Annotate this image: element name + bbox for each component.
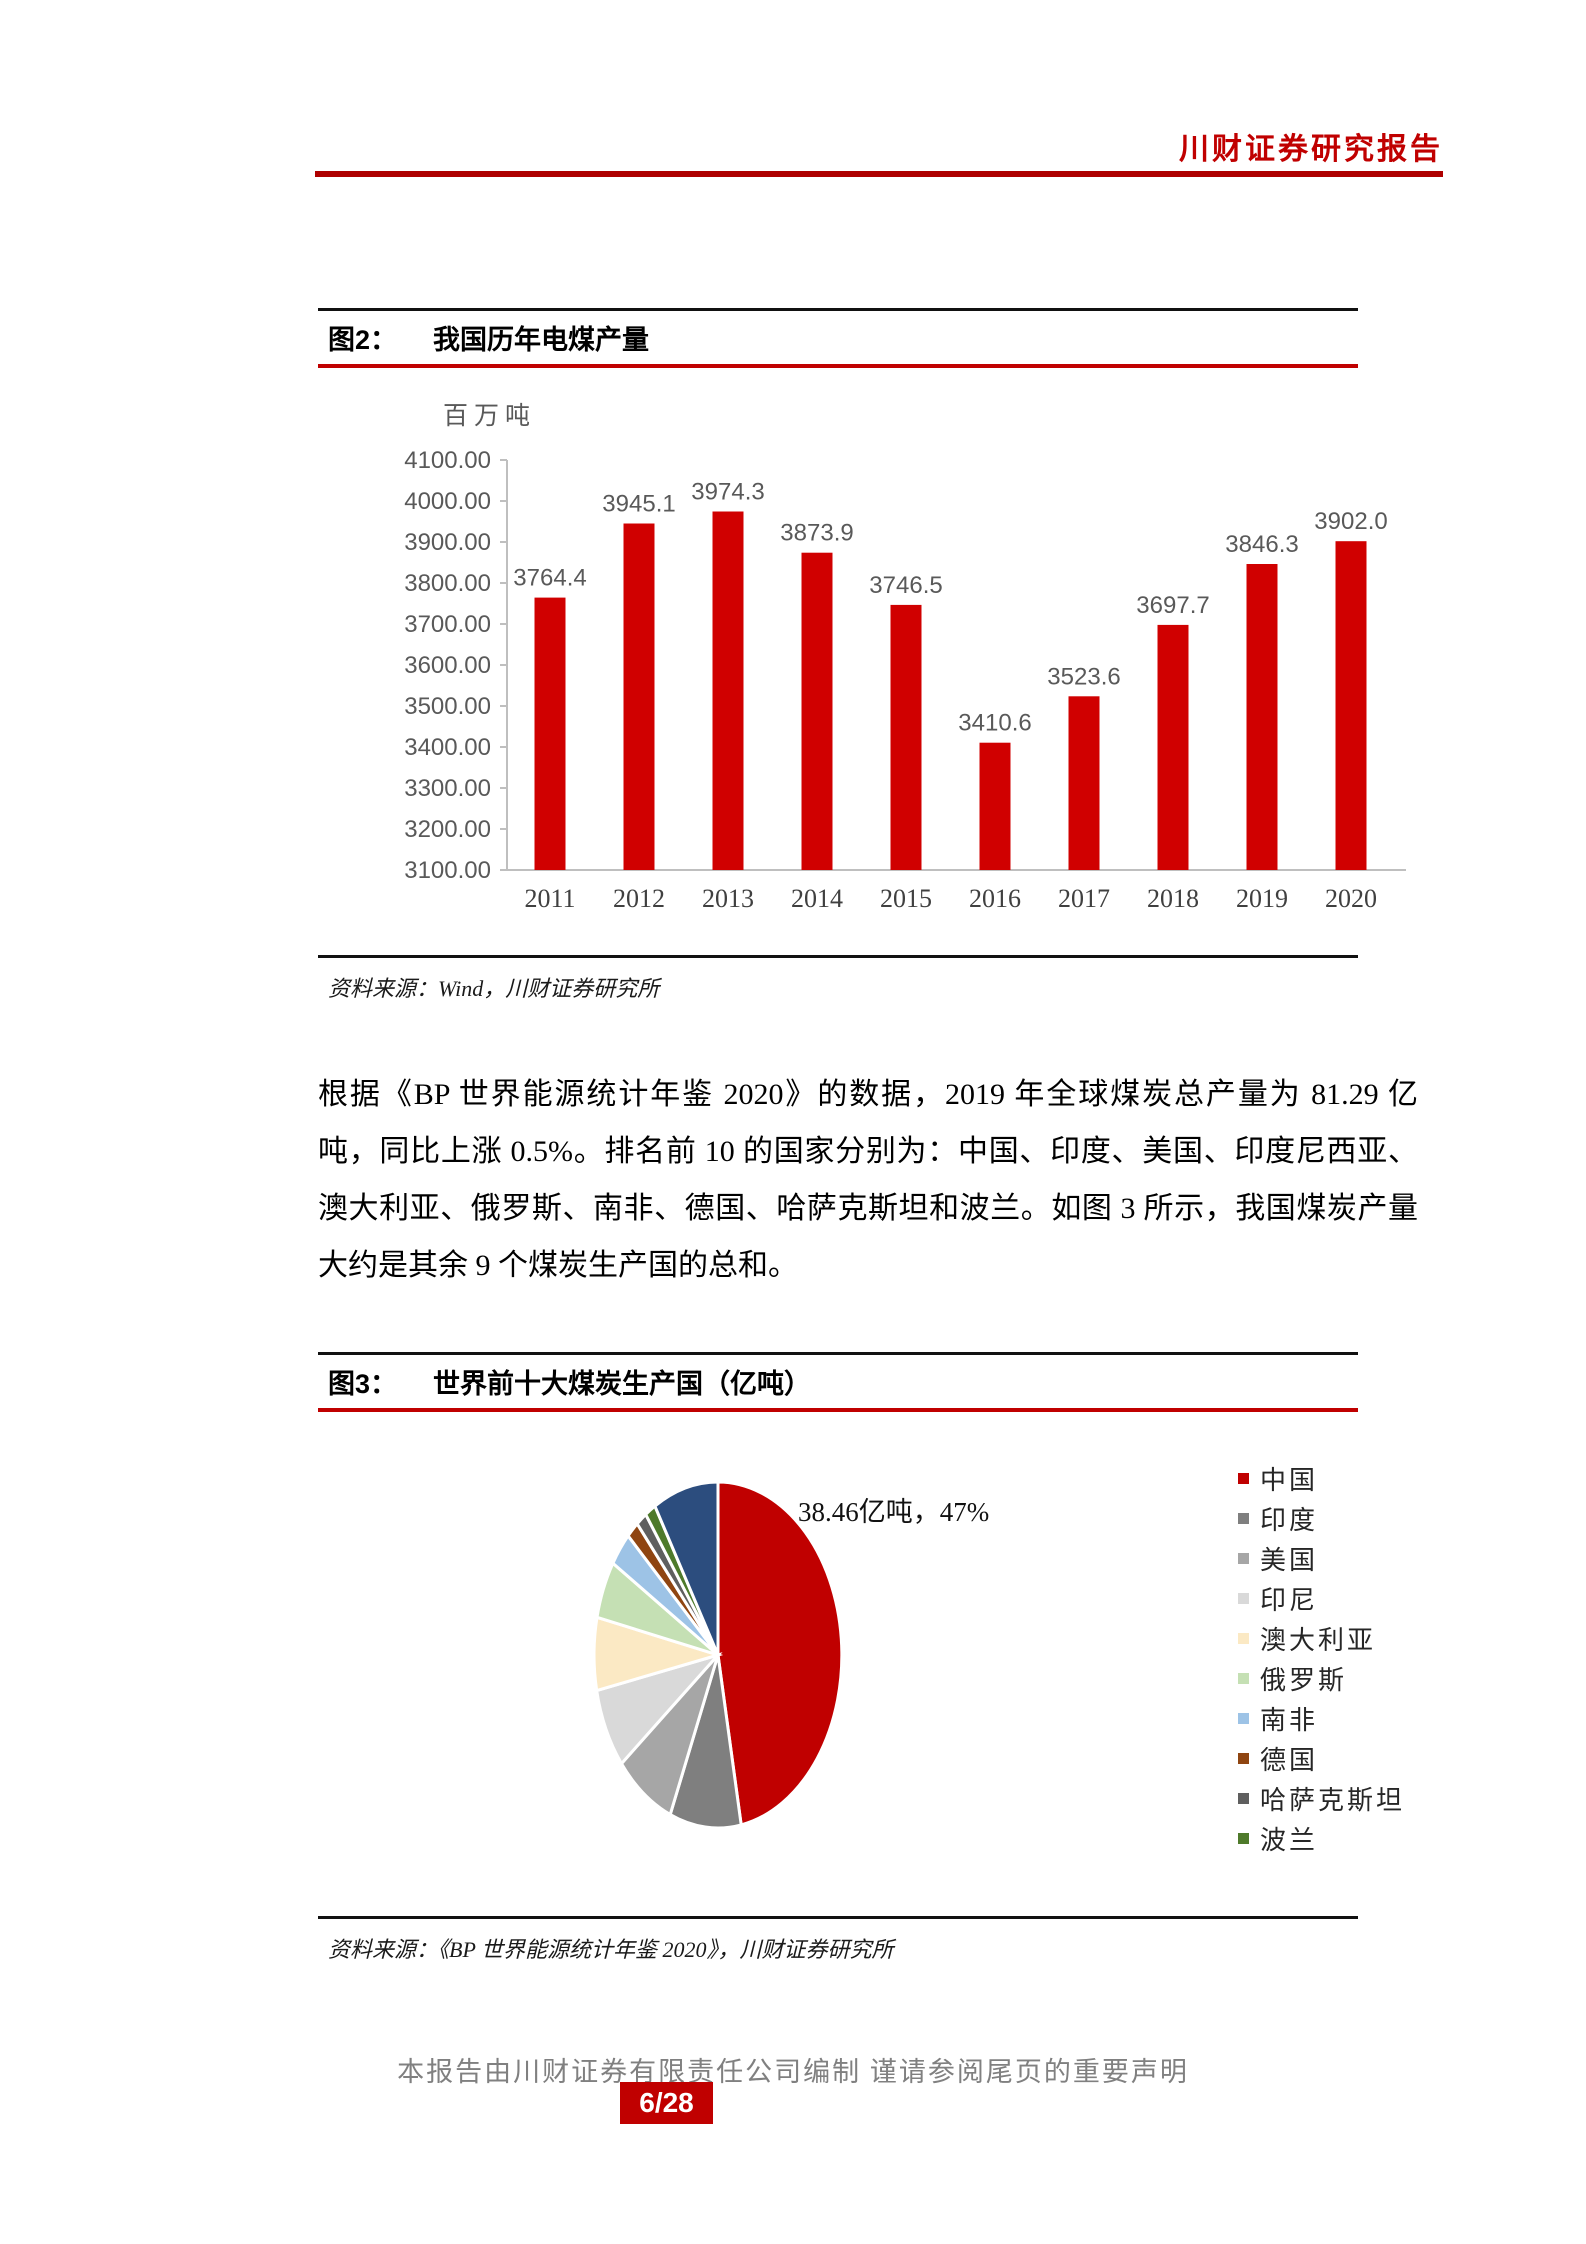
pie-slice-中国	[716, 1480, 844, 1827]
svg-text:3400.00: 3400.00	[404, 734, 491, 761]
bar-2011	[534, 597, 566, 870]
legend-swatch-icon	[1238, 1712, 1249, 1724]
svg-text:4000.00: 4000.00	[404, 488, 491, 515]
pie-slice-other	[653, 1480, 720, 1656]
bar-2015	[890, 604, 922, 870]
legend-label: 印尼	[1260, 1585, 1319, 1615]
pie-china-annotation: 38.46亿吨，47%	[798, 1497, 990, 1527]
legend-item-印度: 印度	[1238, 1498, 1405, 1538]
bar-2018	[1157, 624, 1189, 870]
svg-text:2017: 2017	[1058, 884, 1110, 913]
legend-swatch-icon	[1238, 1832, 1249, 1844]
svg-text:3764.4: 3764.4	[513, 565, 586, 592]
figure2-title-bar: 图2： 我国历年电煤产量	[318, 308, 1358, 368]
figure3-title: 世界前十大煤炭生产国（亿吨）	[433, 1369, 812, 1399]
svg-text:3500.00: 3500.00	[404, 693, 491, 720]
legend-label: 中国	[1260, 1465, 1319, 1495]
bar-2020	[1335, 541, 1367, 870]
bar-2016	[979, 742, 1011, 870]
legend-item-俄罗斯: 俄罗斯	[1238, 1658, 1405, 1698]
body-paragraph: 根据《BP 世界能源统计年鉴 2020》的数据，2019 年全球煤炭总产量为 8…	[318, 1078, 1418, 1282]
legend-item-中国: 中国	[1238, 1458, 1405, 1498]
legend-swatch-icon	[1238, 1592, 1249, 1604]
legend-label: 南非	[1260, 1705, 1319, 1735]
bar-2013	[712, 511, 744, 870]
legend-swatch-icon	[1238, 1512, 1249, 1524]
svg-text:2015: 2015	[880, 884, 932, 913]
legend-item-波兰: 波兰	[1238, 1818, 1405, 1858]
legend-swatch-icon	[1238, 1792, 1249, 1804]
legend-label: 德国	[1260, 1745, 1319, 1775]
bar-chart-unit-label: 百万吨	[443, 403, 537, 430]
coal-production-bar-chart: 3100.00 3200.00 3300.00 3400.00 3500.00 3600.…	[404, 447, 1406, 913]
svg-text:3200.00: 3200.00	[404, 816, 491, 843]
svg-text:2019: 2019	[1236, 884, 1288, 913]
svg-text:3300.00: 3300.00	[404, 775, 491, 802]
legend-swatch-icon	[1238, 1552, 1249, 1564]
header-rule	[315, 171, 1443, 177]
legend-label: 哈萨克斯坦	[1260, 1785, 1406, 1815]
pie-slice-印度	[668, 1654, 743, 1830]
svg-text:3945.1: 3945.1	[602, 491, 675, 518]
legend-item-德国: 德国	[1238, 1738, 1405, 1778]
figure2-title: 我国历年电煤产量	[433, 325, 650, 355]
svg-text:3697.7: 3697.7	[1136, 592, 1209, 619]
svg-text:2012: 2012	[613, 884, 665, 913]
svg-text:3800.00: 3800.00	[404, 570, 491, 597]
footer-disclaimer: 本报告由川财证券有限责任公司编制 谨请参阅尾页的重要声明	[397, 2057, 1189, 2087]
legend-item-南非: 南非	[1238, 1698, 1405, 1738]
svg-text:2014: 2014	[791, 884, 843, 913]
figure3-label: 图3：	[328, 1369, 398, 1399]
svg-text:3410.6: 3410.6	[958, 710, 1031, 737]
svg-text:3100.00: 3100.00	[404, 857, 491, 884]
bar-2017	[1068, 696, 1100, 870]
svg-text:2018: 2018	[1147, 884, 1199, 913]
coal-producers-pie-chart	[592, 1480, 844, 1830]
svg-text:3873.9: 3873.9	[780, 520, 853, 547]
legend-item-哈萨克斯坦: 哈萨克斯坦	[1238, 1778, 1405, 1818]
bar-2012	[623, 523, 655, 870]
legend-label: 印度	[1260, 1505, 1319, 1535]
legend-swatch-icon	[1238, 1472, 1249, 1484]
bar-2014	[801, 552, 833, 870]
figure2-source: 资料来源：Wind，川财证券研究所	[318, 955, 1358, 1003]
figure2-label: 图2：	[328, 325, 398, 355]
page-number-badge: 6/28	[620, 2082, 713, 2124]
svg-text:4100.00: 4100.00	[404, 447, 491, 474]
legend-label: 波兰	[1260, 1825, 1319, 1855]
legend-item-美国: 美国	[1238, 1538, 1405, 1578]
svg-text:3846.3: 3846.3	[1225, 531, 1298, 558]
svg-text:3902.0: 3902.0	[1314, 508, 1387, 535]
svg-text:2020: 2020	[1325, 884, 1377, 913]
svg-text:3900.00: 3900.00	[404, 529, 491, 556]
legend-label: 澳大利亚	[1260, 1625, 1377, 1655]
report-brand: 川财证券研究报告	[1179, 133, 1443, 166]
legend-swatch-icon	[1238, 1752, 1249, 1764]
svg-text:3746.5: 3746.5	[869, 572, 942, 599]
figure3-source: 资料来源：《BP 世界能源统计年鉴 2020》，川财证券研究所	[318, 1916, 1358, 1964]
svg-text:2016: 2016	[969, 884, 1021, 913]
svg-text:2011: 2011	[524, 884, 575, 913]
pie-legend: 中国印度美国印尼澳大利亚俄罗斯南非德国哈萨克斯坦波兰	[1238, 1458, 1405, 1858]
svg-text:3974.3: 3974.3	[691, 479, 764, 506]
svg-text:3700.00: 3700.00	[404, 611, 491, 638]
legend-item-印尼: 印尼	[1238, 1578, 1405, 1618]
legend-swatch-icon	[1238, 1672, 1249, 1684]
figure3-title-bar: 图3： 世界前十大煤炭生产国（亿吨）	[318, 1352, 1358, 1412]
svg-text:2013: 2013	[702, 884, 754, 913]
svg-text:3600.00: 3600.00	[404, 652, 491, 679]
legend-label: 美国	[1260, 1545, 1319, 1575]
legend-item-澳大利亚: 澳大利亚	[1238, 1618, 1405, 1658]
bar-2019	[1246, 564, 1278, 870]
legend-label: 俄罗斯	[1260, 1665, 1348, 1695]
legend-swatch-icon	[1238, 1632, 1249, 1644]
svg-text:3523.6: 3523.6	[1047, 663, 1120, 690]
